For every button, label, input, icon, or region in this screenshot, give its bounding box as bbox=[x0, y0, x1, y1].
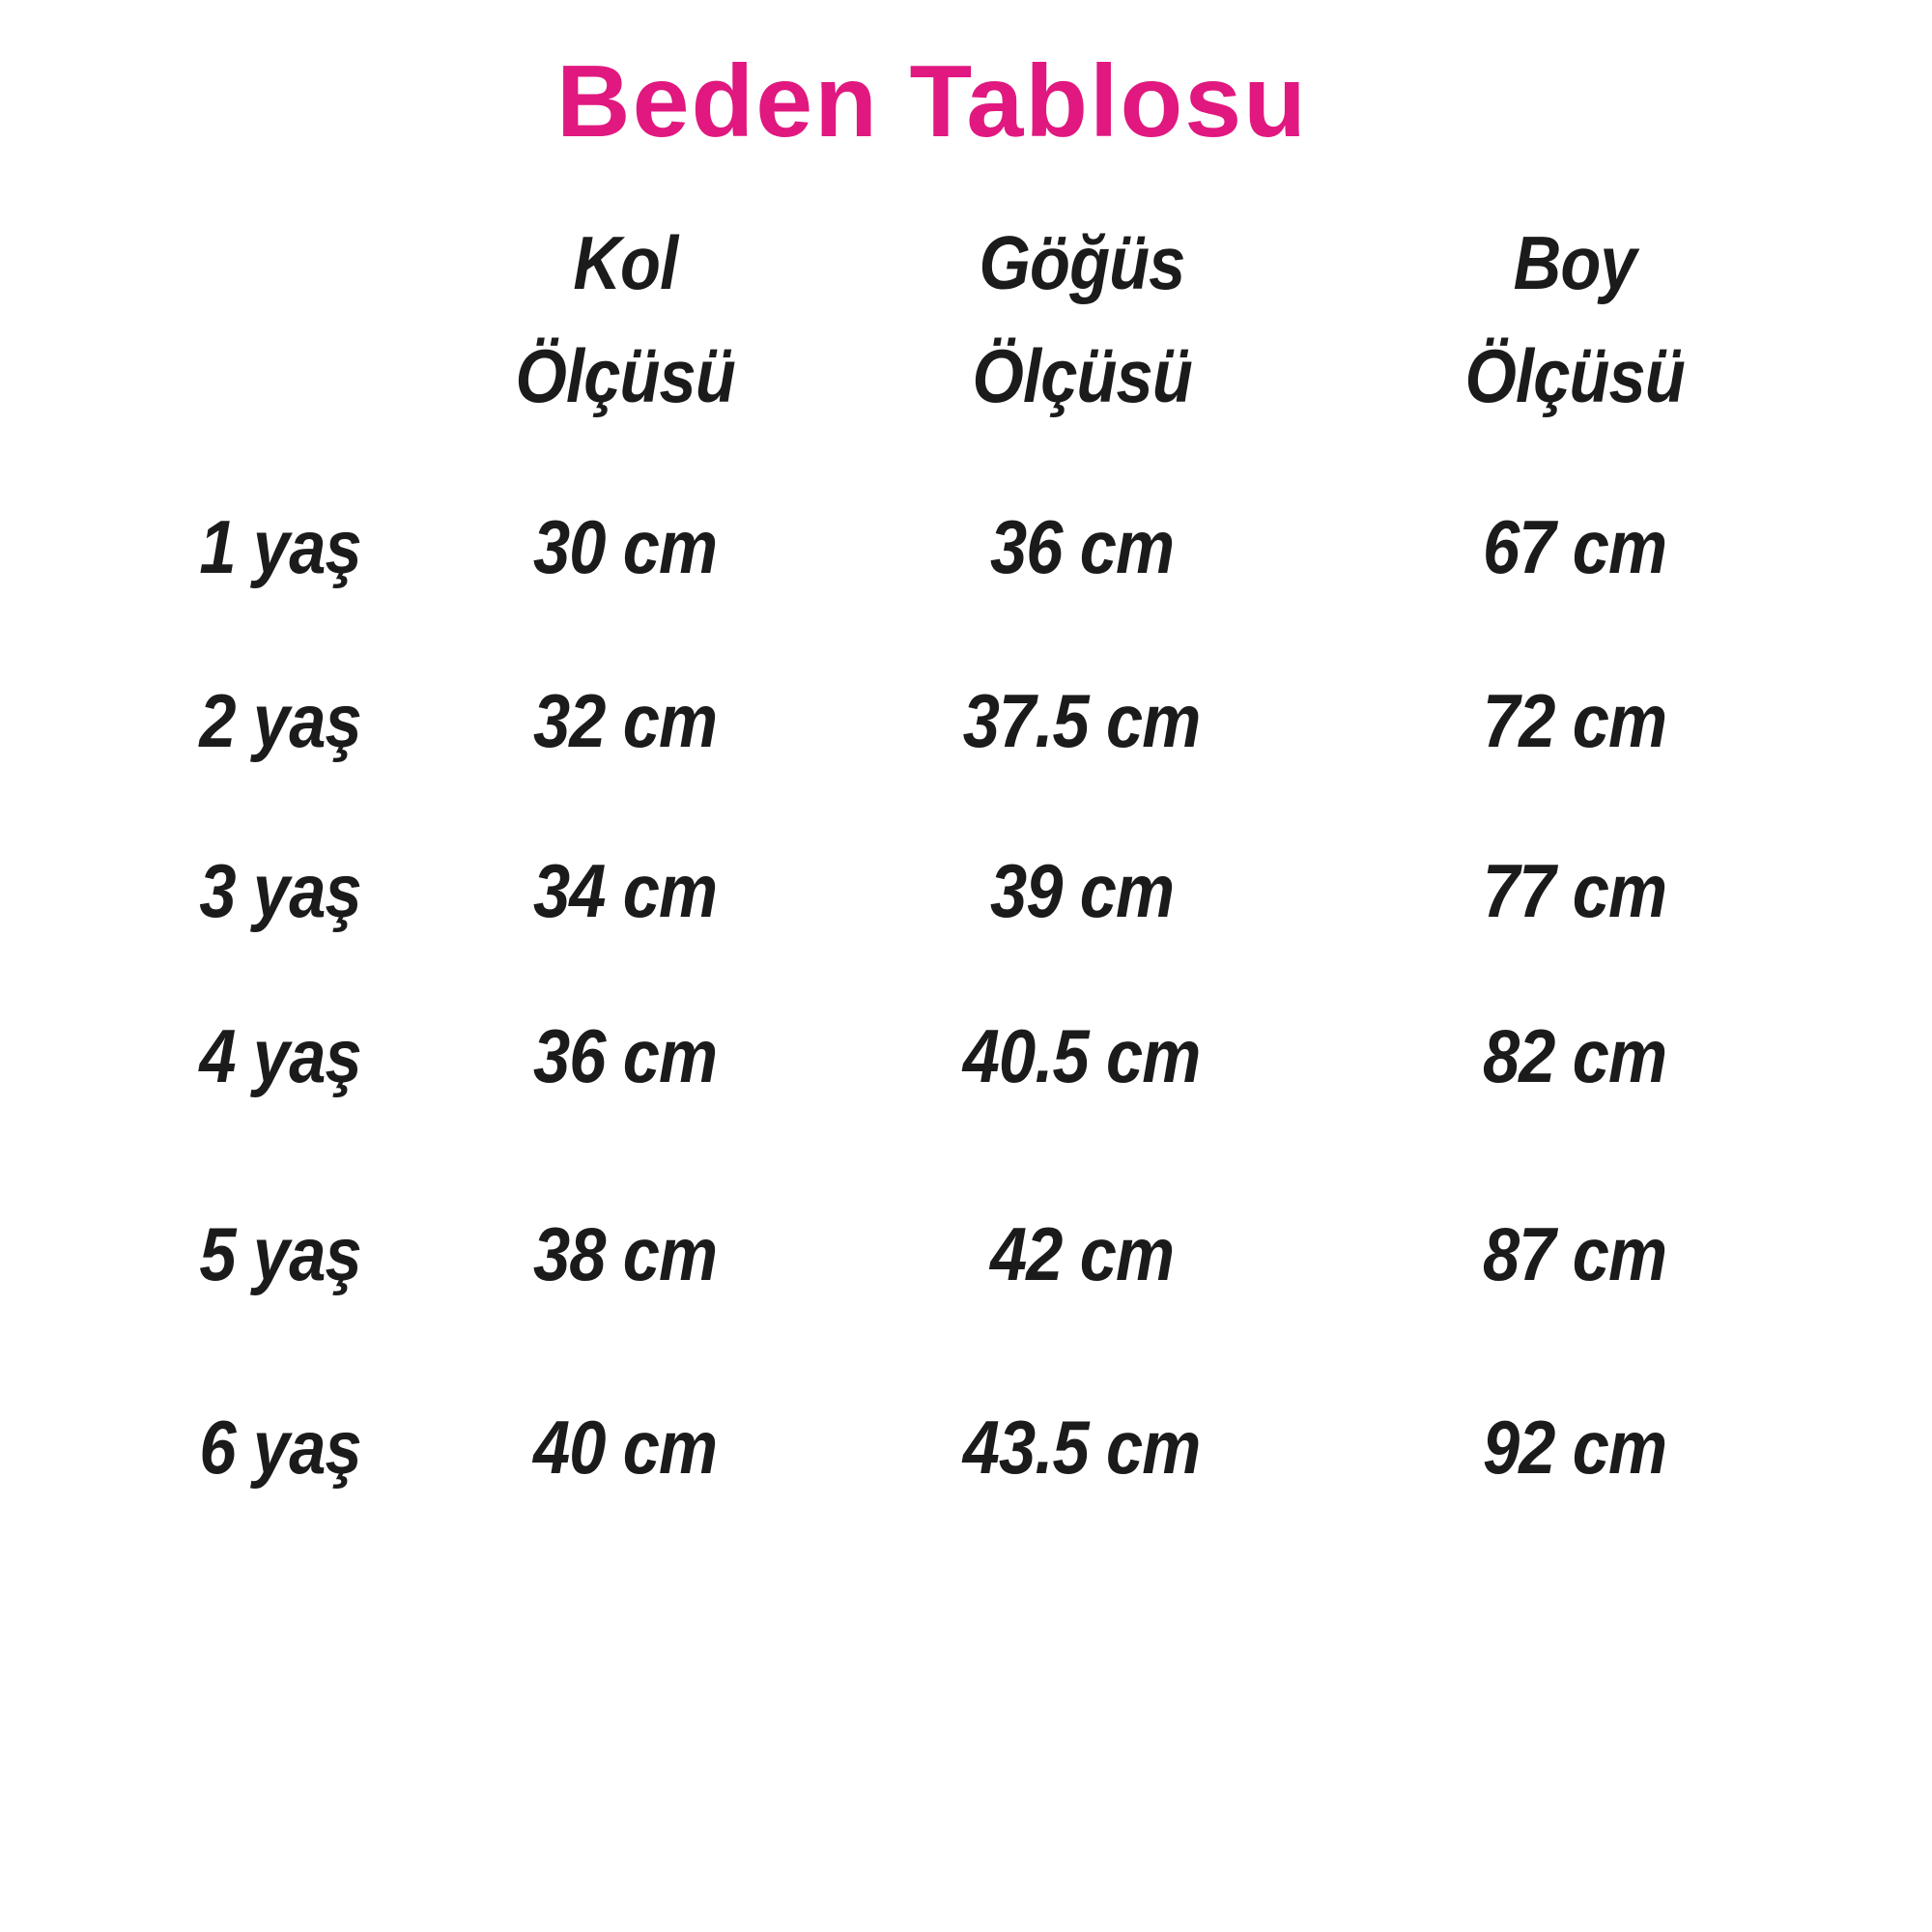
boy-value-cell: 72 cm bbox=[1482, 677, 1667, 763]
kol-value-cell: 40 cm bbox=[533, 1404, 718, 1490]
gogus-value-cell: 37.5 cm bbox=[963, 677, 1202, 763]
size-table: Kol Ölçüsü Göğüs Ölçüsü Boy Ölçüsü 1 yaş… bbox=[0, 207, 1932, 1524]
column-header-boy-line1: Boy bbox=[1513, 220, 1636, 305]
column-header-kol-line1: Kol bbox=[573, 220, 679, 305]
kol-value-cell: 34 cm bbox=[533, 847, 718, 933]
column-header-boy-line2: Ölçüsü bbox=[1464, 333, 1685, 418]
column-header-boy: Boy Ölçüsü bbox=[1391, 207, 1758, 433]
gogus-value-cell: 36 cm bbox=[989, 503, 1175, 589]
boy-value-cell: 77 cm bbox=[1482, 847, 1667, 933]
table-row: 2 yaş 32 cm 37.5 cm 72 cm bbox=[82, 634, 1932, 808]
boy-value-cell: 82 cm bbox=[1482, 1012, 1667, 1098]
column-header-kol-line2: Ölçüsü bbox=[515, 333, 736, 418]
gogus-value-cell: 43.5 cm bbox=[963, 1404, 1202, 1490]
page-title: Beden Tablosu bbox=[556, 44, 1308, 158]
gogus-value-cell: 39 cm bbox=[989, 847, 1175, 933]
age-cell: 4 yaş bbox=[199, 1012, 361, 1098]
table-row: 1 yaş 30 cm 36 cm 67 cm bbox=[82, 460, 1932, 634]
table-row: 5 yaş 38 cm 42 cm 87 cm bbox=[82, 1138, 1932, 1370]
table-row: 4 yaş 36 cm 40.5 cm 82 cm bbox=[82, 974, 1932, 1138]
boy-value-cell: 87 cm bbox=[1482, 1210, 1667, 1296]
age-cell: 3 yaş bbox=[199, 847, 361, 933]
boy-value-cell: 67 cm bbox=[1482, 503, 1667, 589]
column-header-gogus-line1: Göğüs bbox=[979, 220, 1186, 305]
column-header-gogus: Göğüs Ölçüsü bbox=[773, 207, 1391, 433]
table-row: 6 yaş 40 cm 43.5 cm 92 cm bbox=[82, 1370, 1932, 1524]
gogus-value-cell: 40.5 cm bbox=[963, 1012, 1202, 1098]
column-header-gogus-line2: Ölçüsü bbox=[972, 333, 1192, 418]
age-cell: 2 yaş bbox=[199, 677, 361, 763]
column-header-kol: Kol Ölçüsü bbox=[478, 207, 773, 433]
table-row: 3 yaş 34 cm 39 cm 77 cm bbox=[82, 808, 1932, 974]
kol-value-cell: 38 cm bbox=[533, 1210, 718, 1296]
kol-value-cell: 30 cm bbox=[533, 503, 718, 589]
kol-value-cell: 32 cm bbox=[533, 677, 718, 763]
kol-value-cell: 36 cm bbox=[533, 1012, 718, 1098]
boy-value-cell: 92 cm bbox=[1482, 1404, 1667, 1490]
gogus-value-cell: 42 cm bbox=[989, 1210, 1175, 1296]
age-cell: 1 yaş bbox=[199, 503, 361, 589]
table-header-row: Kol Ölçüsü Göğüs Ölçüsü Boy Ölçüsü bbox=[82, 207, 1932, 433]
age-cell: 5 yaş bbox=[199, 1210, 361, 1296]
age-cell: 6 yaş bbox=[199, 1404, 361, 1490]
